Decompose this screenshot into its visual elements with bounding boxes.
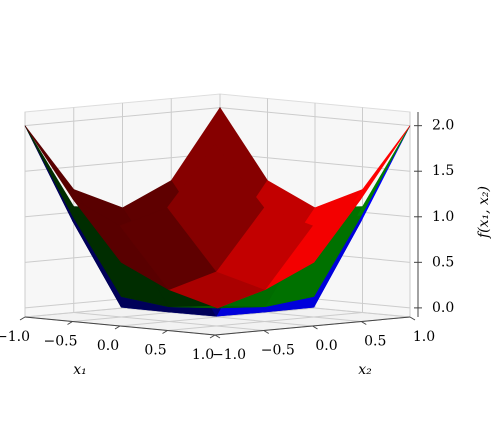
grid-line — [219, 107, 411, 127]
axes: −1.0 −0.5 0.0 0.5 1.0−1.0 −0.5 0.0 0.5 1.00.00.5… — [0, 112, 454, 363]
z-tick-label: 2.0 — [432, 118, 454, 134]
x-tick-label: 0.5 — [144, 343, 166, 359]
surface-facet — [167, 143, 265, 272]
y-axis-label: x₂ — [358, 362, 372, 378]
x-tick — [162, 330, 168, 334]
z-tick-label: 0.0 — [432, 300, 454, 316]
grid-line — [73, 312, 264, 331]
y-tick-label: −0.5 — [261, 343, 295, 359]
x-tick-label: −0.5 — [44, 334, 78, 350]
x-tick-label: −1.0 — [0, 329, 30, 345]
z-axis-label: f(x₁, x₂) — [476, 186, 492, 239]
x-tick — [114, 325, 121, 330]
y-tick — [214, 334, 221, 339]
y-tick — [312, 325, 318, 330]
y-tick — [360, 321, 367, 325]
x-tick-label: 0.0 — [97, 338, 119, 354]
y-tick-label: 0.5 — [364, 334, 386, 350]
grid-line — [122, 307, 313, 327]
y-tick-label: −1.0 — [212, 347, 246, 363]
x-axis-label: x₁ — [73, 362, 87, 378]
y-tick-label: 0.0 — [315, 338, 337, 354]
z-tick-label: 1.0 — [432, 209, 454, 225]
grid-line — [24, 107, 221, 127]
x-tick-label: 1.0 — [192, 347, 214, 363]
y-tick — [409, 316, 416, 321]
z-tick-label: 1.5 — [432, 163, 454, 179]
y-tick — [263, 330, 270, 334]
x-tick — [67, 321, 73, 325]
z-tick-label: 0.5 — [432, 254, 454, 270]
surfaces — [24, 107, 411, 317]
y-tick-label: 1.0 — [413, 329, 435, 345]
x-tick — [19, 316, 26, 321]
x-tick — [209, 334, 216, 339]
